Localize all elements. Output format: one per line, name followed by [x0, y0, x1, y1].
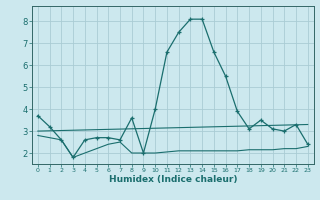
X-axis label: Humidex (Indice chaleur): Humidex (Indice chaleur) — [108, 175, 237, 184]
